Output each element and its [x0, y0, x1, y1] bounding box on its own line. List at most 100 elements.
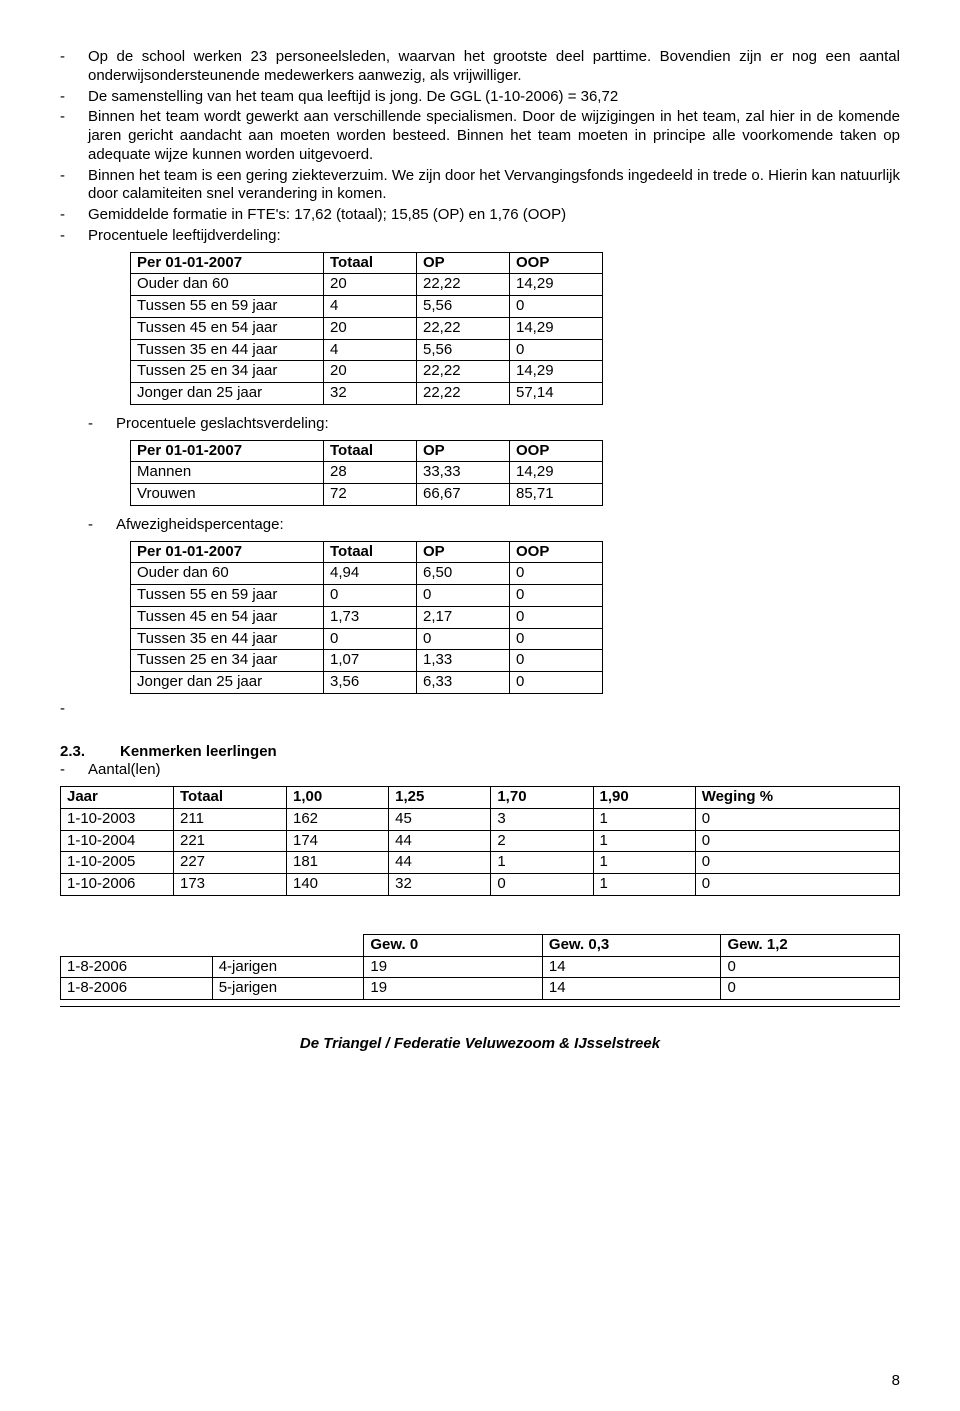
table-cell: 6,33: [417, 672, 510, 694]
table-row: Tussen 45 en 54 jaar1,732,170: [131, 606, 603, 628]
table-cell: 0: [695, 874, 899, 896]
table-cell: 0: [324, 585, 417, 607]
table-row: Tussen 35 en 44 jaar45,560: [131, 339, 603, 361]
bullet-text: Procentuele geslachtsverdeling:: [116, 415, 900, 434]
bullet-dash: -: [60, 88, 88, 107]
table-cell: 0: [695, 830, 899, 852]
table-cell: 19: [364, 956, 543, 978]
bullet-item: - Procentuele leeftijdverdeling:: [60, 227, 900, 246]
table-cell: 0: [510, 585, 603, 607]
table-cell: 14,29: [510, 361, 603, 383]
table-row: Jonger dan 25 jaar3222,2257,14: [131, 383, 603, 405]
table-cell: 1: [491, 852, 593, 874]
table-header-cell: Totaal: [174, 787, 287, 809]
table-cell: Ouder dan 60: [131, 563, 324, 585]
table-cell: 5,56: [417, 296, 510, 318]
bullet-dash: -: [60, 700, 88, 719]
table-cell: 1-8-2006: [61, 956, 213, 978]
table-header-cell: Totaal: [324, 440, 417, 462]
table-cell: 181: [287, 852, 389, 874]
table-row: 1-10-200321116245310: [61, 808, 900, 830]
table-row: Tussen 45 en 54 jaar2022,2214,29: [131, 317, 603, 339]
table-cell: 32: [389, 874, 491, 896]
table-header-cell: OOP: [510, 541, 603, 563]
table-cell: 28: [324, 462, 417, 484]
table-cell: Mannen: [131, 462, 324, 484]
table-cell: Tussen 35 en 44 jaar: [131, 339, 324, 361]
age-distribution-table: Per 01-01-2007TotaalOPOOPOuder dan 60202…: [130, 252, 603, 405]
weighting-table: Gew. 0Gew. 0,3Gew. 1,21-8-20064-jarigen1…: [60, 934, 900, 1000]
table-cell: 0: [324, 628, 417, 650]
bullet-item: - Binnen het team wordt gewerkt aan vers…: [60, 108, 900, 164]
table-header-cell: Weging %: [695, 787, 899, 809]
table-cell: 45: [389, 808, 491, 830]
table-cell: 1: [593, 830, 695, 852]
table-cell: 72: [324, 484, 417, 506]
table-row: Tussen 55 en 59 jaar000: [131, 585, 603, 607]
table-cell: 1: [593, 852, 695, 874]
table-cell: Jonger dan 25 jaar: [131, 383, 324, 405]
bullet-item: -: [60, 700, 900, 719]
table-header-cell: 1,00: [287, 787, 389, 809]
table-cell: Tussen 55 en 59 jaar: [131, 585, 324, 607]
table-row: Mannen2833,3314,29: [131, 462, 603, 484]
section-title: Kenmerken leerlingen: [120, 743, 277, 762]
table-cell: Tussen 45 en 54 jaar: [131, 606, 324, 628]
table-cell: 4: [324, 296, 417, 318]
table-cell: 2: [491, 830, 593, 852]
bullet-text: Afwezigheidspercentage:: [116, 516, 900, 535]
table-cell: 0: [510, 628, 603, 650]
bullet-item: - Op de school werken 23 personeelsleden…: [60, 48, 900, 86]
table-cell: 0: [510, 563, 603, 585]
table-cell: 0: [721, 956, 900, 978]
table-cell: 173: [174, 874, 287, 896]
bullet-text: Binnen het team wordt gewerkt aan versch…: [88, 108, 900, 164]
table-cell: 0: [417, 628, 510, 650]
table-cell: 22,22: [417, 361, 510, 383]
section-heading: 2.3. Kenmerken leerlingen: [60, 743, 900, 762]
table-cell: 1: [593, 874, 695, 896]
table-cell: Tussen 45 en 54 jaar: [131, 317, 324, 339]
table-cell: 4,94: [324, 563, 417, 585]
bullet-item: - Gemiddelde formatie in FTE's: 17,62 (t…: [60, 206, 900, 225]
bullet-dash: -: [88, 415, 116, 434]
table-header-cell: Gew. 0,3: [542, 934, 721, 956]
table-cell: 32: [324, 383, 417, 405]
table-cell: 66,67: [417, 484, 510, 506]
bullet-item: - De samenstelling van het team qua leef…: [60, 88, 900, 107]
table-cell: 22,22: [417, 383, 510, 405]
table-cell: 211: [174, 808, 287, 830]
table-cell: 22,22: [417, 317, 510, 339]
table-row: Tussen 55 en 59 jaar45,560: [131, 296, 603, 318]
gender-distribution-table: Per 01-01-2007TotaalOPOOPMannen2833,3314…: [130, 440, 603, 506]
table-cell: 0: [510, 606, 603, 628]
table-row: Tussen 35 en 44 jaar000: [131, 628, 603, 650]
section-number: 2.3.: [60, 743, 120, 762]
table-cell: 3,56: [324, 672, 417, 694]
table-cell: 1,07: [324, 650, 417, 672]
bullet-dash: -: [60, 206, 88, 225]
table-cell: 0: [510, 650, 603, 672]
table-header-cell: Per 01-01-2007: [131, 440, 324, 462]
table-cell: 20: [324, 274, 417, 296]
table-cell: 1-8-2006: [61, 978, 213, 1000]
table-row: Vrouwen7266,6785,71: [131, 484, 603, 506]
table-row: 1-8-20064-jarigen19140: [61, 956, 900, 978]
bullet-text: Binnen het team is een gering ziekteverz…: [88, 167, 900, 205]
bullet-item: - Aantal(len): [60, 761, 900, 780]
table-cell: 85,71: [510, 484, 603, 506]
table-cell: 1: [593, 808, 695, 830]
table-cell: 140: [287, 874, 389, 896]
table-cell: 162: [287, 808, 389, 830]
bullet-text: Gemiddelde formatie in FTE's: 17,62 (tot…: [88, 206, 900, 225]
student-count-table: JaarTotaal1,001,251,701,90Weging %1-10-2…: [60, 786, 900, 896]
table-header-cell: 1,70: [491, 787, 593, 809]
bullet-dash: -: [60, 227, 88, 246]
bullet-dash: -: [60, 761, 88, 780]
table-header-cell: OP: [417, 252, 510, 274]
table-cell: 227: [174, 852, 287, 874]
table-row: 1-10-200422117444210: [61, 830, 900, 852]
table-cell: 1-10-2003: [61, 808, 174, 830]
table-row: 1-10-200617314032010: [61, 874, 900, 896]
table-cell: 1-10-2004: [61, 830, 174, 852]
